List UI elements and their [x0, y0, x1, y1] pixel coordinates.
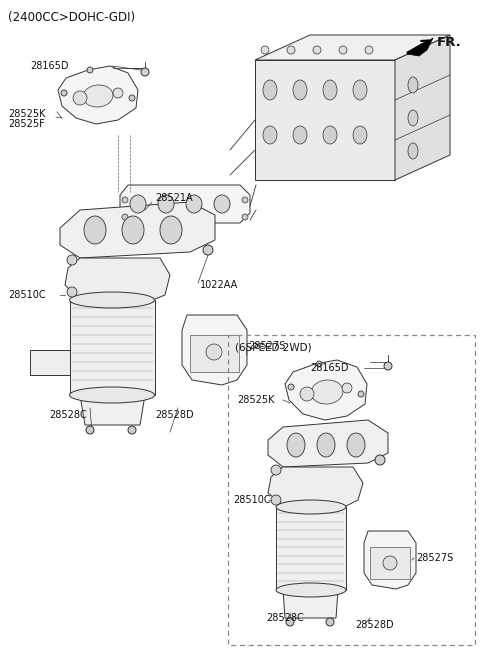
Circle shape: [271, 495, 281, 505]
Polygon shape: [255, 35, 450, 60]
Text: 28510C: 28510C: [8, 290, 46, 300]
Ellipse shape: [347, 433, 365, 457]
Circle shape: [86, 426, 94, 434]
Polygon shape: [268, 467, 363, 510]
Circle shape: [122, 214, 128, 220]
Polygon shape: [407, 38, 433, 56]
Polygon shape: [276, 507, 346, 590]
Ellipse shape: [353, 80, 367, 100]
Circle shape: [358, 391, 364, 397]
Ellipse shape: [317, 433, 335, 457]
Polygon shape: [182, 315, 247, 385]
Polygon shape: [364, 531, 416, 589]
Circle shape: [261, 46, 269, 54]
Circle shape: [203, 245, 213, 255]
Polygon shape: [65, 258, 170, 305]
Ellipse shape: [287, 433, 305, 457]
Polygon shape: [285, 360, 367, 420]
Circle shape: [67, 287, 77, 297]
Text: 28527S: 28527S: [416, 553, 453, 563]
Circle shape: [128, 426, 136, 434]
Text: 28525K: 28525K: [237, 395, 275, 405]
Polygon shape: [255, 60, 395, 180]
Circle shape: [326, 618, 334, 626]
Circle shape: [286, 618, 294, 626]
Text: 1022AA: 1022AA: [200, 280, 238, 290]
Polygon shape: [70, 300, 155, 395]
Circle shape: [365, 46, 373, 54]
Ellipse shape: [293, 126, 307, 144]
Ellipse shape: [70, 292, 155, 308]
Ellipse shape: [408, 143, 418, 159]
Text: 28525F: 28525F: [8, 119, 45, 129]
Circle shape: [375, 455, 385, 465]
Ellipse shape: [276, 500, 346, 514]
Ellipse shape: [408, 110, 418, 126]
Ellipse shape: [293, 80, 307, 100]
Circle shape: [67, 255, 77, 265]
Ellipse shape: [158, 195, 174, 213]
Polygon shape: [80, 395, 145, 425]
Circle shape: [384, 362, 392, 370]
Circle shape: [122, 197, 128, 203]
Text: 28528D: 28528D: [156, 410, 194, 420]
Ellipse shape: [353, 126, 367, 144]
Polygon shape: [120, 185, 250, 223]
Text: 28528C: 28528C: [49, 410, 87, 420]
Text: 28527S: 28527S: [248, 341, 285, 351]
Ellipse shape: [408, 77, 418, 93]
Circle shape: [206, 344, 222, 360]
Ellipse shape: [323, 126, 337, 144]
Circle shape: [300, 387, 314, 401]
Polygon shape: [60, 202, 215, 258]
Ellipse shape: [84, 216, 106, 244]
Ellipse shape: [122, 216, 144, 244]
Circle shape: [113, 88, 123, 98]
Circle shape: [288, 384, 294, 390]
Text: 28525K: 28525K: [8, 109, 46, 119]
Text: 28510C: 28510C: [233, 495, 271, 505]
Polygon shape: [268, 420, 388, 467]
Circle shape: [61, 90, 67, 96]
Circle shape: [271, 465, 281, 475]
Ellipse shape: [130, 195, 146, 213]
Ellipse shape: [263, 80, 277, 100]
Text: (6SPEED 2WD): (6SPEED 2WD): [235, 343, 312, 353]
Circle shape: [141, 68, 149, 76]
Ellipse shape: [276, 583, 346, 597]
Ellipse shape: [323, 80, 337, 100]
Ellipse shape: [263, 126, 277, 144]
Polygon shape: [283, 590, 338, 618]
Ellipse shape: [186, 195, 202, 213]
Circle shape: [242, 214, 248, 220]
Circle shape: [313, 46, 321, 54]
Text: (2400CC>DOHC-GDI): (2400CC>DOHC-GDI): [8, 12, 135, 24]
Circle shape: [287, 46, 295, 54]
Polygon shape: [30, 350, 70, 375]
Text: 28521A: 28521A: [155, 193, 192, 203]
Circle shape: [339, 46, 347, 54]
Circle shape: [73, 91, 87, 105]
Ellipse shape: [83, 85, 113, 107]
Circle shape: [342, 383, 352, 393]
Polygon shape: [58, 66, 138, 124]
Text: 28165D: 28165D: [30, 61, 69, 71]
Ellipse shape: [311, 380, 343, 404]
Ellipse shape: [160, 216, 182, 244]
Text: 28528C: 28528C: [266, 613, 304, 623]
Circle shape: [383, 556, 397, 570]
Ellipse shape: [70, 387, 155, 403]
Polygon shape: [395, 35, 450, 180]
Polygon shape: [370, 547, 410, 579]
Circle shape: [242, 197, 248, 203]
Text: FR.: FR.: [437, 35, 462, 49]
Circle shape: [316, 361, 322, 367]
Text: 28165D: 28165D: [310, 363, 348, 373]
Ellipse shape: [214, 195, 230, 213]
Text: 28528D: 28528D: [356, 620, 394, 630]
Circle shape: [129, 95, 135, 101]
Polygon shape: [190, 335, 239, 372]
Circle shape: [87, 67, 93, 73]
